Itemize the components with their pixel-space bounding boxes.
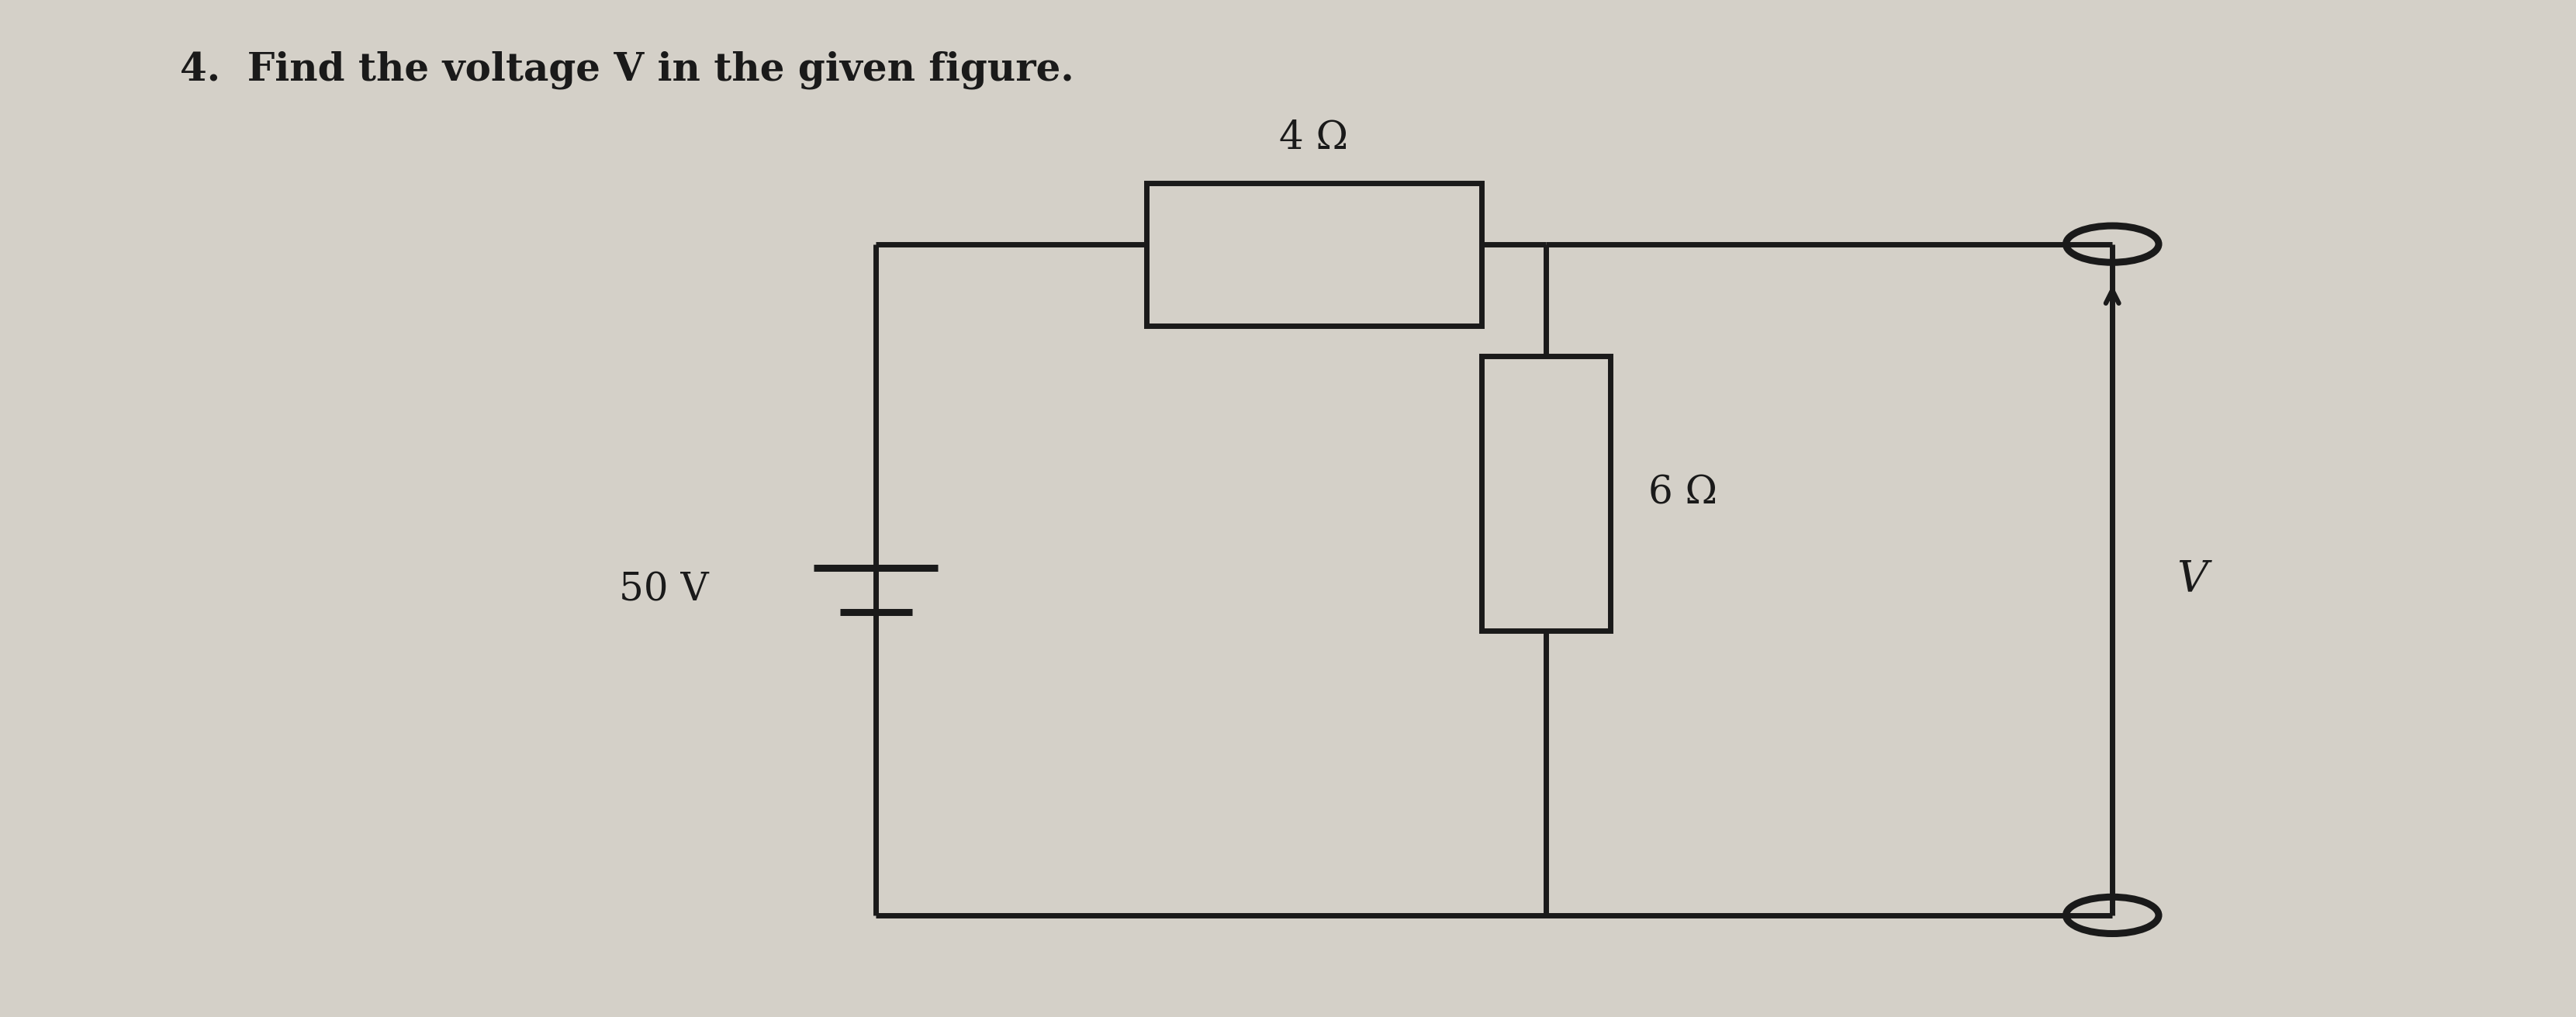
Bar: [1146, 183, 1481, 325]
Text: 6 Ω: 6 Ω: [1649, 474, 1718, 513]
Text: 4.  Find the voltage V in the given figure.: 4. Find the voltage V in the given figur…: [180, 51, 1074, 89]
Text: 4 Ω: 4 Ω: [1280, 119, 1347, 158]
Text: 50 V: 50 V: [618, 571, 708, 609]
Bar: [1481, 356, 1610, 631]
Text: V: V: [2177, 558, 2208, 601]
